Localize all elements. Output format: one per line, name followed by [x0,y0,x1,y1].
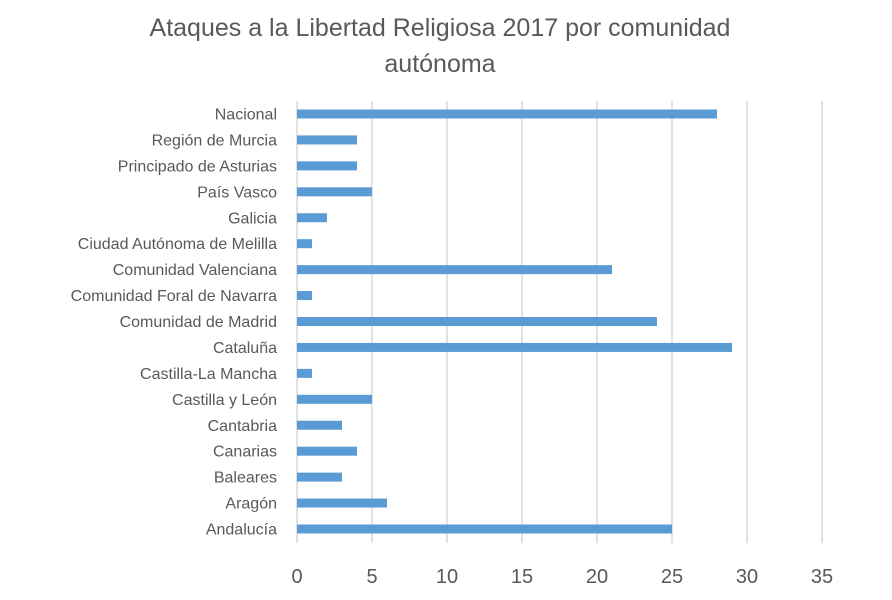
chart-title: Ataques a la Libertad Religiosa 2017 por… [149,14,731,78]
category-label: Baleares [214,470,277,487]
category-label: Galicia [228,210,277,227]
category-label: País Vasco [197,184,277,201]
category-label: Región de Murcia [152,132,278,149]
category-label: Comunidad Foral de Navarra [71,288,277,305]
bar [297,317,657,326]
bar [297,109,717,119]
bar [297,524,672,534]
bar [297,187,372,197]
x-tick-label: 5 [366,566,377,588]
bar [297,420,342,430]
bar [297,239,312,249]
category-label: Cataluña [213,340,277,357]
bar [297,135,357,145]
x-tick-label: 30 [736,566,758,588]
bar [297,213,327,223]
bar [297,368,312,378]
x-tick-label: 20 [586,566,608,588]
bar [297,265,612,275]
bar [297,394,372,404]
category-label: Castilla-La Mancha [140,366,277,383]
x-tick-label: 35 [811,566,833,588]
category-label: Cantabria [208,418,277,435]
category-label: Ciudad Autónoma de Melilla [78,236,277,253]
bar [297,342,732,352]
category-label: Comunidad Valenciana [113,262,277,279]
x-tick-label: 0 [291,566,302,588]
category-label: Aragón [225,496,277,513]
category-label: Principado de Asturias [118,158,277,175]
bar [297,446,357,456]
category-label: Canarias [213,444,277,461]
bar [297,161,357,171]
x-tick-label: 25 [661,566,683,588]
category-label: Andalucía [206,522,277,539]
x-tick-label: 15 [511,566,533,588]
category-label: Castilla y León [172,392,277,409]
category-label: Nacional [215,107,277,124]
bar [297,291,312,301]
bar [297,498,387,508]
category-label: Comunidad de Madrid [120,314,277,331]
bar [297,472,342,482]
x-tick-label: 10 [436,566,458,588]
